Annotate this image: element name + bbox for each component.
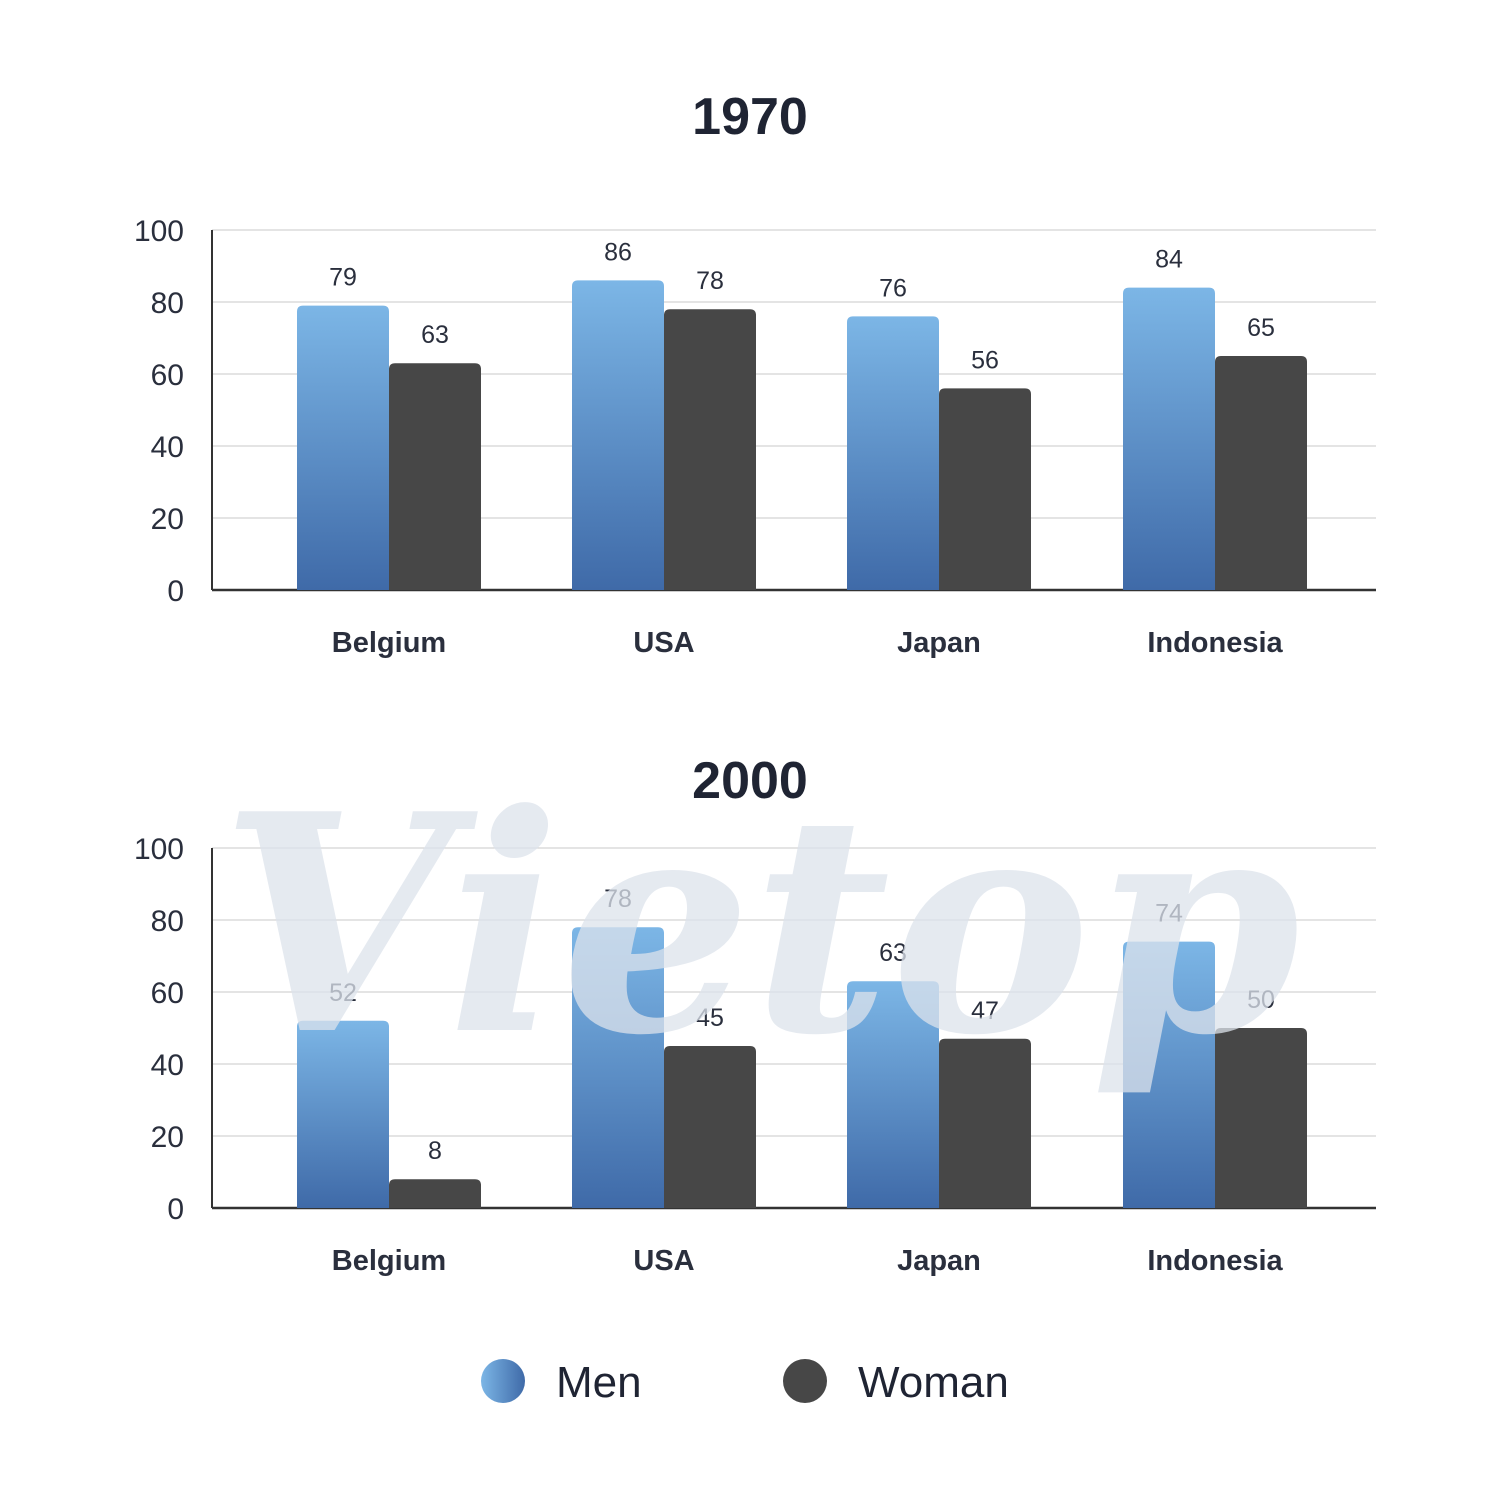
bar-woman-japan [939, 388, 1031, 590]
bar-men-indonesia [1123, 941, 1215, 1208]
bar-woman-indonesia [1215, 1028, 1307, 1208]
bar-men-indonesia [1123, 287, 1215, 590]
bar-woman-japan [939, 1038, 1031, 1208]
y-tick-label: 100 [134, 833, 184, 866]
data-label: 56 [971, 346, 999, 374]
y-tick-label: 60 [151, 359, 184, 392]
category-label: Indonesia [1147, 1245, 1283, 1277]
data-label: 84 [1155, 246, 1183, 274]
y-tick-label: 40 [151, 1049, 184, 1082]
y-tick-label: 80 [151, 905, 184, 938]
bar-woman-usa [664, 1046, 756, 1208]
watermark-logo: Vietop [220, 748, 1301, 1101]
legend-label-woman: Woman [858, 1358, 1009, 1407]
y-tick-label: 80 [151, 287, 184, 320]
data-label: 78 [696, 267, 724, 295]
bar-men-belgium [297, 305, 389, 590]
charts-layer: 19700204060801007963Belgium8678USA7656Ja… [134, 88, 1376, 1277]
chart-2000: 2000 0 20 40 60 80 100 52 8 Belgium 78 45 USA 63 47 Jap… [134, 752, 1376, 1277]
data-label: 74 [1155, 900, 1183, 928]
bar-woman-indonesia [1215, 356, 1307, 590]
data-label: 65 [1247, 314, 1275, 342]
category-label: Japan [897, 1245, 981, 1277]
y-tick-label: 100 [134, 215, 184, 248]
bar-men-usa [572, 280, 664, 590]
y-tick-label: 20 [151, 503, 184, 536]
bar-woman-usa [664, 309, 756, 590]
bar-men-japan [847, 316, 939, 590]
bar-men-belgium [297, 1020, 389, 1208]
y-tick-label: 20 [151, 1121, 184, 1154]
data-label: 63 [421, 321, 449, 349]
data-label: 50 [1247, 986, 1275, 1014]
category-label: Indonesia [1147, 627, 1283, 659]
legend-label-men: Men [556, 1358, 642, 1407]
bar-woman-belgium [389, 363, 481, 590]
category-label: Belgium [332, 1245, 446, 1277]
data-label: 63 [879, 939, 907, 967]
category-label: USA [633, 1245, 694, 1277]
data-label: 45 [696, 1004, 724, 1032]
data-label: 47 [971, 997, 999, 1025]
bar-men-japan [847, 981, 939, 1208]
bar-woman-belgium [389, 1179, 481, 1208]
data-label: 76 [879, 274, 907, 302]
legend: Men Woman [481, 1358, 1009, 1407]
legend-swatch-men [481, 1359, 525, 1403]
y-tick-label: 40 [151, 431, 184, 464]
category-label: Japan [897, 627, 981, 659]
legend-swatch-woman [783, 1359, 827, 1403]
data-label: 8 [428, 1137, 442, 1165]
chart-title: 1970 [692, 88, 808, 146]
y-tick-label: 0 [167, 1193, 184, 1226]
chart-1970: 1970 0 20 40 60 80 100 79 63 Belgium 86 78 USA 76 56 Ja… [134, 88, 1376, 659]
data-label: 86 [604, 238, 632, 266]
data-label: 52 [329, 979, 357, 1007]
data-label: 79 [329, 264, 357, 292]
category-label: USA [633, 627, 694, 659]
chart-title: 2000 [692, 752, 808, 810]
y-tick-label: 0 [167, 575, 184, 608]
data-label: 78 [604, 885, 632, 913]
y-tick-label: 60 [151, 977, 184, 1010]
category-label: Belgium [332, 627, 446, 659]
bar-men-usa [572, 927, 664, 1208]
